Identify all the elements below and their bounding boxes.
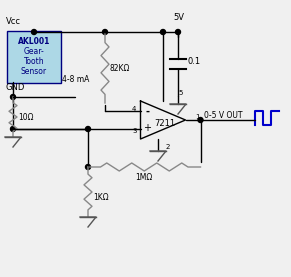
- Circle shape: [175, 29, 180, 35]
- Text: 1: 1: [195, 114, 200, 120]
- Text: +: +: [143, 123, 152, 133]
- Text: GND: GND: [6, 83, 25, 91]
- Text: 0-5 V OUT: 0-5 V OUT: [203, 111, 242, 119]
- Text: 1MΩ: 1MΩ: [136, 173, 153, 181]
- Text: Tooth: Tooth: [24, 58, 44, 66]
- Text: 1KΩ: 1KΩ: [93, 193, 109, 201]
- Text: 3: 3: [132, 128, 136, 134]
- Text: 7211: 7211: [155, 119, 175, 127]
- FancyBboxPatch shape: [7, 31, 61, 83]
- Text: Sensor: Sensor: [21, 68, 47, 76]
- Text: 4-8 mA: 4-8 mA: [62, 76, 89, 84]
- Circle shape: [198, 117, 203, 122]
- Text: 5: 5: [178, 90, 183, 96]
- Text: 10Ω: 10Ω: [18, 112, 33, 122]
- Text: -: -: [146, 107, 150, 117]
- Circle shape: [31, 29, 36, 35]
- Text: 2: 2: [166, 144, 170, 150]
- Text: 82KΩ: 82KΩ: [110, 64, 130, 73]
- Circle shape: [161, 29, 166, 35]
- Circle shape: [10, 94, 15, 99]
- Text: 5V: 5V: [173, 13, 184, 22]
- Circle shape: [86, 165, 91, 170]
- Text: 0.1: 0.1: [188, 57, 201, 65]
- Text: Vcc: Vcc: [6, 17, 21, 27]
- Text: Gear-: Gear-: [24, 47, 44, 57]
- Text: AKL001: AKL001: [18, 37, 50, 47]
- Circle shape: [102, 29, 107, 35]
- Circle shape: [10, 127, 15, 132]
- Circle shape: [86, 127, 91, 132]
- Text: 4: 4: [132, 106, 136, 112]
